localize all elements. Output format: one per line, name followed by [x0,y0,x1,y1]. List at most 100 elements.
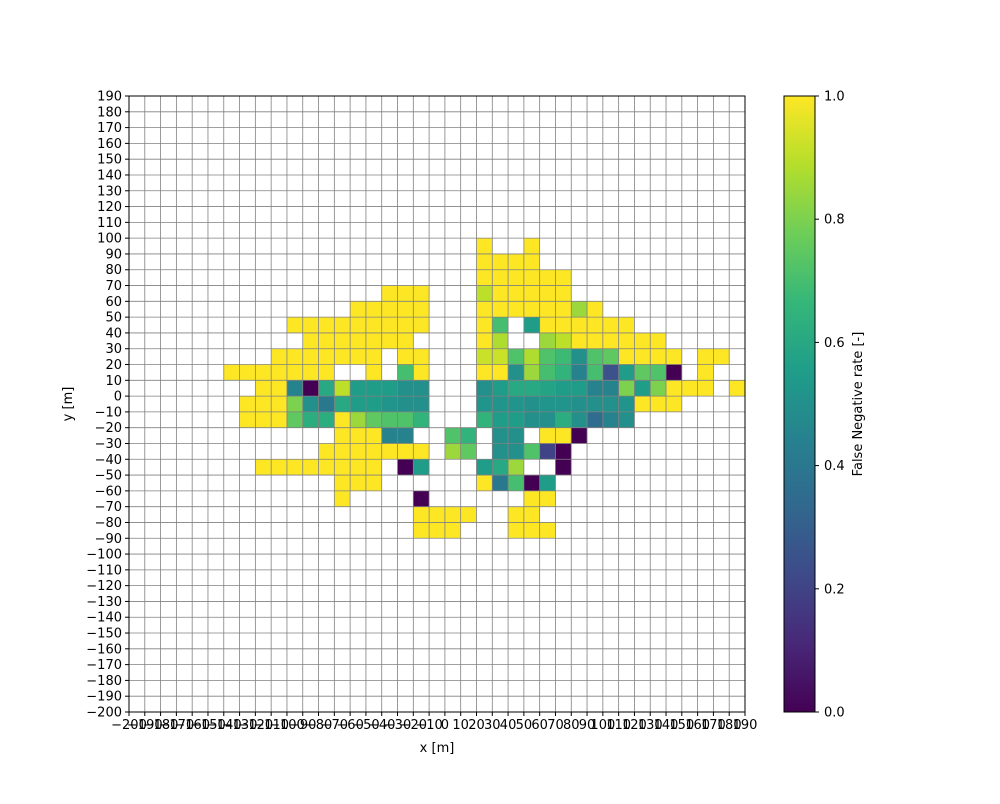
heatmap-cell [523,522,540,539]
heatmap-cell [476,238,493,254]
x-tick-label: 60 [531,718,548,733]
heatmap-cell [271,411,287,428]
heatmap-cell [413,380,430,397]
heatmap-cell [618,317,635,333]
x-tick-label: −190 [127,718,163,733]
heatmap-cell [618,380,635,397]
heatmap-cell [381,317,398,333]
heatmap-cell [492,475,509,491]
heatmap-cell [397,443,414,460]
heatmap-cell [476,475,493,491]
heatmap-cell [286,411,303,428]
heatmap-cell [318,332,335,349]
y-tick-label: 190 [97,90,122,105]
heatmap-cell [397,411,414,428]
heatmap-cell [650,380,667,397]
heatmap-cell [350,443,366,460]
heatmap-cell [508,364,524,381]
heatmap-cell [508,427,524,444]
y-tick-label: −60 [95,484,122,499]
colorbar-tick-label: 0.0 [824,706,845,721]
y-tick-label: 10 [105,374,122,389]
heatmap-cell [318,364,335,381]
heatmap-cell [413,459,430,476]
heatmap-cell [413,317,430,333]
heatmap-cell [318,348,335,365]
x-tick-label: 180 [717,718,742,733]
heatmap-cell [397,364,414,381]
y-tick-label: −50 [95,469,122,484]
y-tick-label: 90 [105,247,122,262]
x-tick-label: −200 [111,718,147,733]
heatmap-cell [429,522,445,539]
y-tick-label: −140 [86,611,122,626]
y-tick-label: −90 [95,532,122,547]
heatmap-cell [634,380,651,397]
heatmap-cell [508,380,524,397]
heatmap-cell [555,301,572,318]
heatmap-cell [602,364,619,381]
heatmap-cell [286,364,303,381]
heatmap-cell [523,317,540,333]
heatmap-cell [460,427,477,444]
heatmap-cell [302,364,319,381]
heatmap-cell [587,348,603,365]
y-tick-label: −80 [95,516,122,531]
heatmap-cell [508,459,524,476]
heatmap-cell [492,411,509,428]
colorbar-tick-label: 0.8 [824,213,845,228]
heatmap-cell [571,301,588,318]
heatmap-cell [350,348,366,365]
colorbar-tick-label: 0.6 [824,336,845,351]
heatmap-cell [729,380,745,397]
heatmap-cell [508,301,524,318]
heatmap-cell [650,396,667,412]
heatmap-cell [476,411,493,428]
heatmap-cell [587,332,603,349]
heatmap-cell [365,411,382,428]
heatmap-cell [444,427,461,444]
heatmap-cell [539,285,556,302]
heatmap-cell [587,301,603,318]
y-tick-label: 100 [97,232,122,247]
heatmap-cell [492,269,509,286]
heatmap-cell [523,269,540,286]
heatmap-cell [571,411,588,428]
heatmap-cell [286,459,303,476]
heatmap-cell [666,364,682,381]
heatmap-cell [602,317,619,333]
heatmap-cell [555,317,572,333]
heatmap-cell [271,348,287,365]
heatmap-cell [539,443,556,460]
heatmap-cell [302,396,319,412]
y-tick-label: 170 [97,121,122,136]
heatmap-cell [460,443,477,460]
x-tick-label: −20 [400,718,427,733]
heatmap-cell [476,301,493,318]
y-tick-label: 60 [105,295,122,310]
x-tick-label: 160 [685,718,710,733]
heatmap-cell [365,364,382,381]
heatmap-cell [334,380,351,397]
heatmap-cell [334,475,351,491]
heatmap-cell [555,364,572,381]
heatmap-cell [634,332,651,349]
heatmap-cell [523,490,540,507]
heatmap-cell [571,396,588,412]
heatmap-cell [413,285,430,302]
y-tick-label: 70 [105,279,122,294]
heatmap-cell [365,427,382,444]
x-tick-label: 140 [654,718,679,733]
heatmap-cell [444,443,461,460]
heatmap-cell [397,459,414,476]
heatmap-cell [286,380,303,397]
grid-lines [128,95,746,713]
heatmap-cell [365,459,382,476]
heatmap-cell [334,396,351,412]
y-tick-label: −190 [86,690,122,705]
heatmap-cell [255,411,272,428]
heatmap-cell [413,522,430,539]
x-tick-label: −50 [352,718,379,733]
y-tick-label: 120 [97,200,122,215]
heatmap-cell [350,301,366,318]
